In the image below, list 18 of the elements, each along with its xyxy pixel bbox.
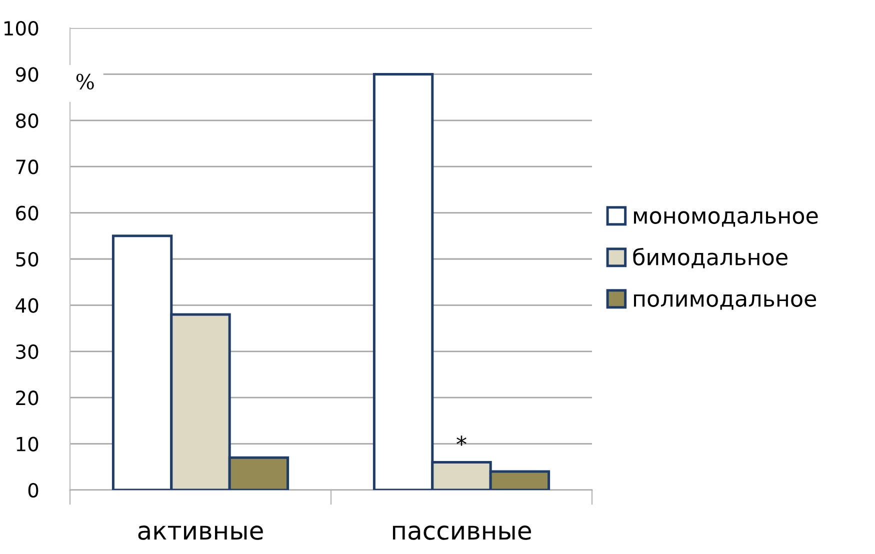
y-tick-label: 40 [16,298,38,313]
y-tick-label: 90 [16,67,38,82]
y-tick-label: 30 [16,344,38,360]
y-tick-label: 0 [28,482,38,498]
legend-label: мономодальное [634,211,818,227]
y-axis-title: % [76,74,94,90]
legend-label: бимодальное [633,248,788,268]
x-tick-label: пассивные [392,526,531,540]
y-tick-label: 100 [4,20,38,36]
y-tick-label: 60 [16,206,38,220]
legend-label: полимодальное [634,294,816,310]
y-tick-label: 10 [16,436,38,452]
annotation: * [456,436,466,446]
x-tick-label: активные [138,526,263,540]
y-tick-label: 20 [16,390,38,406]
y-tick-label: 70 [16,160,38,174]
y-tick-label: 50 [16,252,38,267]
y-tick-label: 80 [16,113,38,128]
